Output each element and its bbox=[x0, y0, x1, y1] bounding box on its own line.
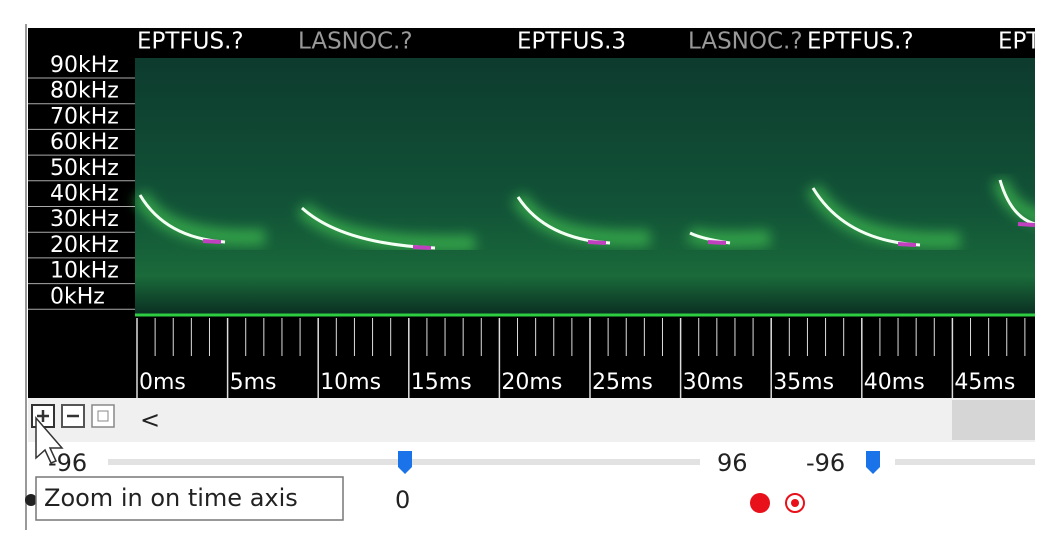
freq-label: 0kHz bbox=[50, 284, 105, 309]
fit-icon bbox=[97, 410, 109, 422]
time-label: 40ms bbox=[864, 370, 925, 395]
time-label: 20ms bbox=[501, 370, 562, 395]
freq-label: 90kHz bbox=[50, 53, 119, 78]
record-option-dot bbox=[791, 499, 799, 507]
plus-icon bbox=[37, 410, 49, 422]
slider-thumb[interactable] bbox=[398, 451, 412, 474]
time-label: 30ms bbox=[683, 370, 744, 395]
call-end bbox=[707, 240, 727, 245]
species-label: EPT bbox=[998, 29, 1041, 55]
time-label: 0ms bbox=[139, 370, 186, 395]
slider-min: -96 bbox=[48, 449, 87, 477]
slider-max: 96 bbox=[717, 449, 748, 477]
time-label: 45ms bbox=[954, 370, 1015, 395]
calls bbox=[138, 179, 1035, 250]
species-label: LASNOC.? bbox=[688, 29, 803, 55]
species-label: LASNOC.? bbox=[298, 29, 413, 55]
time-label: 25ms bbox=[592, 370, 653, 395]
spectrogram bbox=[135, 58, 1035, 315]
toolbar bbox=[28, 398, 1035, 442]
freq-label: 70kHz bbox=[50, 104, 119, 129]
freq-label: 20kHz bbox=[50, 233, 119, 258]
time-label: 5ms bbox=[230, 370, 277, 395]
time-label: 35ms bbox=[773, 370, 834, 395]
freq-label: 80kHz bbox=[50, 79, 119, 104]
slider-min: -96 bbox=[806, 449, 845, 477]
freq-label: 30kHz bbox=[50, 207, 119, 232]
species-label: EPTFUS.? bbox=[807, 29, 914, 55]
freq-label: 50kHz bbox=[50, 156, 119, 181]
time-label: 15ms bbox=[411, 370, 472, 395]
time-label: 10ms bbox=[320, 370, 381, 395]
scroll-left[interactable]: < bbox=[140, 406, 160, 434]
freq-label: 10kHz bbox=[50, 259, 119, 284]
species-label: EPTFUS.3 bbox=[517, 29, 626, 55]
cursor bbox=[35, 415, 64, 464]
call-end bbox=[587, 240, 607, 245]
freq-label: 60kHz bbox=[50, 130, 119, 155]
species-label: EPTFUS.? bbox=[137, 29, 244, 55]
call-end bbox=[412, 245, 432, 250]
slider-thumb[interactable] bbox=[866, 451, 880, 474]
call-end bbox=[1017, 222, 1035, 227]
tooltip-box bbox=[35, 476, 344, 521]
fit-button[interactable] bbox=[91, 404, 115, 428]
scroll-thumb[interactable] bbox=[952, 400, 1035, 440]
call-end bbox=[897, 242, 917, 247]
indicator bbox=[25, 494, 37, 506]
record-button[interactable] bbox=[750, 493, 770, 513]
call-end bbox=[202, 239, 222, 244]
tooltip: Zoom in on time axis bbox=[44, 484, 298, 512]
slider-value: 0 bbox=[395, 486, 410, 514]
freq-label: 40kHz bbox=[50, 182, 119, 207]
